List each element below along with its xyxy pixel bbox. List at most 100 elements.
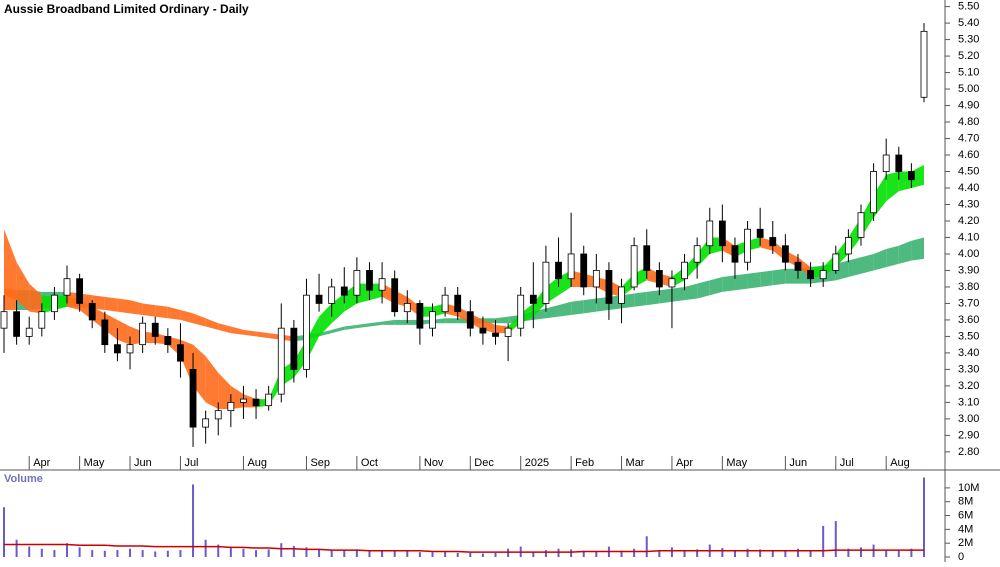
long-band: [193, 313, 206, 327]
short-band: [886, 171, 899, 202]
volume-bar: [834, 521, 837, 557]
volume-bar: [683, 550, 686, 557]
volume-bar: [885, 550, 888, 557]
y-tick-label: 4.10: [958, 231, 979, 243]
y-tick-label: 4.90: [958, 99, 979, 111]
volume-bar: [897, 550, 900, 557]
volume-bar: [103, 550, 106, 557]
long-band: [583, 298, 597, 314]
volume-bar: [910, 548, 913, 557]
candle-body: [492, 332, 499, 337]
long-band: [155, 305, 168, 319]
volume-bar: [255, 550, 258, 557]
volume-bar: [532, 551, 535, 557]
volume-bar: [204, 539, 207, 557]
candle-body: [164, 336, 172, 346]
volume-bar: [570, 549, 573, 557]
x-tick-label: Jun: [134, 457, 152, 469]
volume-y-tick-label: 6M: [958, 509, 973, 521]
long-band: [898, 240, 912, 264]
y-tick-label: 5.50: [958, 1, 979, 13]
candle-body: [769, 237, 777, 247]
x-tick-label: Aug: [247, 457, 267, 469]
y-tick-label: 3.50: [958, 330, 979, 342]
long-band: [495, 316, 509, 324]
candle-body: [567, 253, 575, 280]
candle-body: [542, 261, 550, 304]
volume-bar: [696, 549, 699, 557]
volume-bar: [771, 550, 774, 557]
volume-bar: [116, 550, 119, 557]
volume-bar: [66, 543, 69, 557]
candle-body: [655, 270, 663, 288]
candle-body: [756, 228, 764, 238]
volume-bar: [217, 544, 220, 557]
candle-body: [668, 278, 676, 288]
long-band: [331, 326, 345, 334]
candle-body: [391, 278, 399, 313]
short-band: [218, 372, 231, 409]
long-band: [646, 290, 660, 306]
volume-y-tick-label: 8M: [958, 496, 973, 508]
volume-bar: [292, 545, 295, 557]
candle-body: [479, 327, 487, 334]
long-band: [117, 298, 131, 314]
long-band: [558, 301, 572, 317]
volume-bar: [658, 550, 661, 557]
volume-bar: [28, 546, 31, 557]
candle-body: [618, 286, 625, 304]
long-band: [659, 288, 672, 304]
volume-bar: [733, 550, 736, 557]
long-band: [634, 291, 647, 307]
y-tick-label: 5.30: [958, 33, 979, 45]
volume-bar: [418, 552, 421, 557]
candle-body: [718, 220, 726, 247]
x-tick-label: May: [84, 457, 105, 469]
x-tick-label: May: [726, 457, 747, 469]
volume-y-tick-label: 4M: [958, 523, 973, 535]
x-tick-label: Apr: [676, 457, 693, 469]
candle-body: [882, 154, 890, 172]
long-band: [256, 331, 269, 339]
candle-body: [731, 245, 739, 263]
short-band: [319, 303, 332, 337]
volume-bar: [923, 477, 925, 557]
volume-bar: [179, 550, 182, 557]
volume-y-tick-label: 10M: [958, 482, 979, 494]
volume-bar: [494, 552, 497, 557]
volume-bar: [670, 547, 673, 557]
chart-title: Aussie Broadband Limited Ordinary - Dail…: [4, 2, 249, 16]
volume-bar: [721, 548, 724, 557]
x-tick-label: Apr: [33, 457, 50, 469]
short-band: [117, 319, 131, 345]
y-tick-label: 4.30: [958, 198, 979, 210]
volume-bar: [280, 543, 283, 557]
volume-bar: [784, 550, 787, 557]
y-tick-label: 3.40: [958, 347, 979, 359]
x-tick-label: Dec: [474, 457, 494, 469]
y-tick-label: 3.60: [958, 314, 979, 326]
long-band: [886, 245, 899, 268]
candle-body: [693, 245, 701, 263]
short-band: [205, 356, 219, 409]
x-tick-label: Jul: [840, 457, 854, 469]
volume-bar: [456, 552, 459, 557]
volume-bar: [431, 552, 434, 557]
volume-bar: [78, 547, 81, 557]
candle-body: [151, 322, 159, 337]
long-band: [911, 237, 924, 261]
volume-bar: [330, 550, 333, 557]
y-tick-label: 3.30: [958, 363, 979, 375]
volume-bar: [444, 551, 447, 557]
candle-body: [25, 327, 33, 337]
volume-bar: [267, 549, 270, 557]
volume-bar: [242, 548, 245, 557]
candle-body: [366, 270, 373, 291]
candle-body: [315, 294, 323, 304]
candle-body: [920, 30, 928, 98]
candle-body: [76, 278, 84, 304]
candle-body: [202, 418, 210, 428]
candle-body: [630, 245, 638, 288]
